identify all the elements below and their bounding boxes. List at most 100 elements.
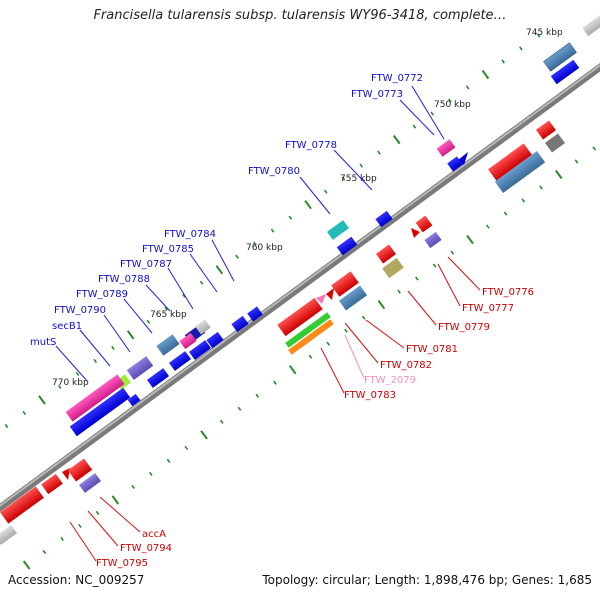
scale-tick [237, 406, 242, 411]
gene-red-a[interactable] [488, 143, 532, 181]
gene-ftw-0789[interactable] [126, 356, 154, 380]
scale-tick [536, 33, 541, 38]
gene-ftw-0795[interactable] [0, 525, 18, 545]
gene-ftw-0794[interactable] [78, 473, 102, 493]
gene-label[interactable]: FTW_0777 [462, 303, 514, 314]
gene-muts[interactable] [65, 374, 125, 422]
gene-ftw-0780[interactable] [336, 236, 358, 256]
gene-ftw-0783[interactable] [288, 319, 334, 355]
scale-tick [166, 458, 171, 463]
gene-label[interactable]: FTW_0773 [351, 89, 403, 100]
gene-label[interactable]: FTW_0788 [98, 274, 150, 285]
scale-labels: 745 kbp 750 kbp 755 kbp 760 kbp 765 kbp … [52, 28, 563, 388]
gene-label[interactable]: FTW_0785 [142, 244, 194, 255]
leader-lines-bottom [69, 256, 481, 562]
gene-ftw-0787[interactable] [156, 334, 180, 356]
scale-tick [341, 176, 346, 181]
gene-blue-g[interactable] [127, 393, 141, 407]
scale-tick [361, 315, 366, 320]
gene-red-d[interactable] [331, 271, 359, 297]
gene-red-e[interactable] [277, 297, 323, 337]
gene-label[interactable]: FTW_0783 [344, 390, 396, 401]
gene-label[interactable]: FTW_2079 [364, 375, 416, 386]
scale-tick [4, 423, 9, 429]
gene-green[interactable] [285, 312, 331, 348]
gene-label[interactable]: FTW_0795 [96, 558, 148, 569]
gene-label[interactable]: FTW_0776 [482, 287, 534, 298]
scale-tick [481, 69, 490, 80]
scale-tick [397, 289, 401, 294]
gene-grey[interactable] [582, 13, 600, 37]
gene-label[interactable]: FTW_0790 [54, 305, 106, 316]
scale-tick [308, 354, 313, 359]
gene-blue-f[interactable] [247, 306, 263, 322]
scale-tick [199, 280, 204, 285]
gene-ftw-0781[interactable] [338, 285, 368, 311]
scale-tick [288, 365, 297, 375]
gene-red-arrow-a[interactable] [62, 468, 70, 480]
gene-purple-a[interactable] [424, 231, 442, 249]
gene-label[interactable]: mutS [30, 337, 56, 348]
gene-ftw-0772[interactable] [543, 42, 577, 72]
gene-ftw-0779[interactable] [382, 257, 404, 279]
gene-acca[interactable] [67, 458, 93, 482]
scale-tick [503, 211, 508, 216]
scale-tick [22, 410, 27, 416]
gene-blue-d[interactable] [206, 331, 224, 349]
gene-ftw-0778[interactable] [326, 220, 350, 240]
gene-blue-e[interactable] [231, 315, 249, 333]
gene-blue-a[interactable] [146, 368, 170, 388]
scale-tick [146, 319, 151, 324]
gene-ftw-0777[interactable] [411, 228, 420, 238]
scale-tick [42, 549, 47, 555]
gene-label[interactable]: FTW_0781 [406, 344, 458, 355]
gene-label[interactable]: FTW_0782 [380, 360, 432, 371]
scale-tick [288, 215, 293, 220]
gene-blue-long[interactable] [69, 387, 131, 437]
gene-red-b[interactable] [536, 120, 556, 140]
scale-tick [344, 328, 348, 333]
scale-ticks [4, 33, 597, 570]
gene-label[interactable]: FTW_0779 [438, 322, 490, 333]
gene-ftw-0773[interactable] [550, 59, 580, 85]
gene-labels-bottom: FTW_0776 FTW_0777 FTW_0779 FTW_0781 FTW_… [96, 287, 534, 569]
gene-red-g[interactable] [41, 473, 63, 495]
scale-tick [253, 241, 257, 246]
gene-ftw-0782[interactable] [326, 288, 334, 300]
gene-pink[interactable] [436, 139, 456, 157]
scale-label: 745 kbp [526, 28, 563, 38]
gene-steel-a[interactable] [494, 151, 546, 193]
scale-tick [111, 345, 115, 350]
gene-blue-c[interactable] [188, 340, 212, 360]
scale-tick [359, 163, 364, 168]
scale-tick [554, 169, 563, 180]
scale-tick [273, 380, 277, 385]
gene-label[interactable]: secB1 [52, 321, 82, 332]
gene-label[interactable]: FTW_0794 [120, 543, 172, 554]
scale-tick [149, 471, 153, 476]
scale-tick [521, 198, 526, 203]
gene-label[interactable]: accA [142, 529, 166, 540]
gene-label[interactable]: FTW_0787 [120, 259, 172, 270]
gene-grey-b[interactable] [545, 133, 565, 153]
gene-ftw-0785[interactable] [195, 319, 211, 335]
gene-red-f[interactable] [0, 486, 44, 524]
gene-label[interactable]: FTW_0784 [164, 229, 216, 240]
gene-label[interactable]: FTW_0780 [248, 166, 300, 177]
scale-tick [38, 395, 46, 405]
gene-labels-top: FTW_0772 FTW_0773 FTW_0778 FTW_0780 FTW_… [30, 73, 423, 348]
genes-reverse-strand [0, 120, 565, 545]
gene-label[interactable]: FTW_0772 [371, 73, 423, 84]
gene-ftw-0788[interactable] [179, 332, 197, 350]
gene-label[interactable]: FTW_0789 [76, 289, 128, 300]
scale-tick [430, 111, 435, 116]
gene-blue[interactable] [375, 210, 393, 228]
scale-tick [93, 358, 98, 363]
gene-ftw-2079[interactable] [316, 294, 326, 304]
gene-blue-b[interactable] [168, 351, 192, 371]
gene-label[interactable]: FTW_0778 [285, 140, 337, 151]
scale-tick [215, 265, 224, 275]
gene-red-c[interactable] [376, 244, 396, 264]
gene-blue-small[interactable] [447, 156, 463, 172]
gene-ftw-0776[interactable] [415, 215, 433, 233]
